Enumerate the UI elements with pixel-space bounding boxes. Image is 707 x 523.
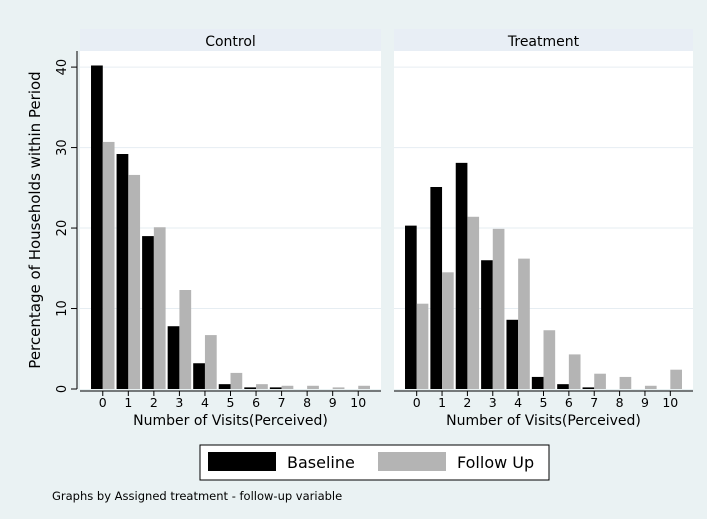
bar-control-baseline-5 <box>218 384 231 389</box>
bar-treatment-follow-up-1 <box>442 272 454 389</box>
bar-treatment-follow-up-2 <box>467 216 480 389</box>
legend-label-baseline: Baseline <box>287 453 355 472</box>
x-tick-label-0-10: 10 <box>350 395 366 410</box>
bar-treatment-follow-up-7 <box>594 373 606 389</box>
bar-treatment-baseline-3 <box>481 260 493 389</box>
x-tick-label-1-1: 1 <box>438 395 446 410</box>
x-tick-label-0-8: 8 <box>303 395 311 410</box>
legend: Baseline Follow Up <box>199 444 550 481</box>
y-tick-label-0: 0 <box>55 385 70 393</box>
x-tick-label-0-3: 3 <box>175 395 183 410</box>
bar-control-follow-up-5 <box>230 372 243 389</box>
x-tick-label-1-5: 5 <box>540 395 548 410</box>
x-tick-label-1-7: 7 <box>590 395 598 410</box>
x-tick-label-0-2: 2 <box>150 395 158 410</box>
bar-treatment-baseline-2 <box>455 162 468 389</box>
bar-treatment-follow-up-4 <box>518 258 530 389</box>
bar-control-follow-up-1 <box>128 174 141 389</box>
x-tick-label-0-5: 5 <box>227 395 235 410</box>
panel-treatment: Treatment 0 1 2 3 4 5 6 7 8 9 10 Number of Visits(… <box>394 29 693 429</box>
bar-treatment-follow-up-10 <box>670 369 682 389</box>
bar-control-follow-up-6 <box>256 384 268 389</box>
x-tick-label-1-8: 8 <box>616 395 624 410</box>
bar-control-follow-up-7 <box>281 385 294 389</box>
bar-treatment-baseline-4 <box>506 319 519 389</box>
bar-treatment-follow-up-3 <box>492 228 505 389</box>
x-tick-label-0-4: 4 <box>201 395 209 410</box>
bar-control-baseline-0 <box>91 65 103 390</box>
y-tick-label-40: 40 <box>55 59 70 76</box>
bar-control-follow-up-4 <box>204 335 217 389</box>
legend-swatch-baseline <box>208 452 276 471</box>
bar-control-baseline-3 <box>167 326 180 389</box>
graphs-by-note: Graphs by Assigned treatment - follow-up… <box>52 489 342 503</box>
panel-treatment-bars <box>394 66 693 389</box>
y-axis-ticks: 0 10 20 30 40 <box>55 59 77 393</box>
bar-treatment-baseline-1 <box>430 187 443 389</box>
bar-treatment-follow-up-8 <box>619 376 632 389</box>
legend-swatch-follow-up <box>378 452 446 471</box>
x-tick-label-1-3: 3 <box>489 395 497 410</box>
y-tick-label-20: 20 <box>55 220 70 237</box>
bar-treatment-follow-up-0 <box>416 303 429 389</box>
panel-control-title: Control <box>205 34 256 50</box>
bar-control-baseline-6 <box>244 387 257 389</box>
x-tick-label-0-0: 0 <box>99 395 107 410</box>
bar-treatment-follow-up-6 <box>568 354 581 389</box>
bar-control-baseline-7 <box>269 387 282 389</box>
x-tick-label-0-9: 9 <box>329 395 337 410</box>
panel-treatment-title: Treatment <box>507 34 580 50</box>
bar-treatment-baseline-0 <box>405 225 417 389</box>
y-tick-label-30: 30 <box>55 139 70 156</box>
x-tick-label-1-6: 6 <box>565 395 573 410</box>
x-tick-label-0-6: 6 <box>252 395 260 410</box>
x-tick-label-1-2: 2 <box>463 395 471 410</box>
x-tick-label-1-10: 10 <box>662 395 678 410</box>
x-tick-label-1-4: 4 <box>514 395 522 410</box>
bar-control-follow-up-2 <box>153 227 166 389</box>
panel-control-x-ticks: 0 1 2 3 4 5 6 7 8 9 10 <box>80 390 381 410</box>
panel-control-header <box>80 29 381 51</box>
bar-treatment-follow-up-9 <box>644 385 657 389</box>
panel-control: Control 0 1 2 3 4 5 6 7 8 9 10 Number of Visits(Pe… <box>80 29 381 429</box>
bar-control-follow-up-10 <box>358 385 370 389</box>
panel-treatment-x-ticks: 0 1 2 3 4 5 6 7 8 9 10 <box>394 390 693 410</box>
bar-control-follow-up-8 <box>307 385 319 389</box>
y-axis-title: Percentage of Households within Period <box>26 71 44 368</box>
panel-treatment-x-axis-title: Number of Visits(Perceived) <box>446 413 641 429</box>
bar-treatment-baseline-7 <box>582 387 595 389</box>
x-tick-label-1-9: 9 <box>641 395 649 410</box>
panel-control-x-axis-title: Number of Visits(Perceived) <box>133 413 328 429</box>
bar-treatment-follow-up-5 <box>543 330 556 389</box>
bar-treatment-baseline-5 <box>531 376 544 389</box>
bar-control-baseline-4 <box>193 363 205 389</box>
bar-control-follow-up-0 <box>102 141 115 389</box>
bar-control-baseline-2 <box>142 236 154 389</box>
x-tick-label-0-7: 7 <box>278 395 286 410</box>
legend-label-follow-up: Follow Up <box>457 453 534 472</box>
bar-control-baseline-1 <box>116 154 129 389</box>
legend-box <box>199 444 550 481</box>
x-tick-label-0-1: 1 <box>124 395 132 410</box>
y-tick-label-10: 10 <box>55 300 70 317</box>
bar-control-follow-up-9 <box>332 387 345 389</box>
bar-treatment-baseline-6 <box>557 384 569 389</box>
x-tick-label-1-0: 0 <box>413 395 421 410</box>
bar-control-follow-up-3 <box>179 290 192 389</box>
panel-treatment-header <box>394 29 693 51</box>
panel-control-bars <box>80 65 381 390</box>
